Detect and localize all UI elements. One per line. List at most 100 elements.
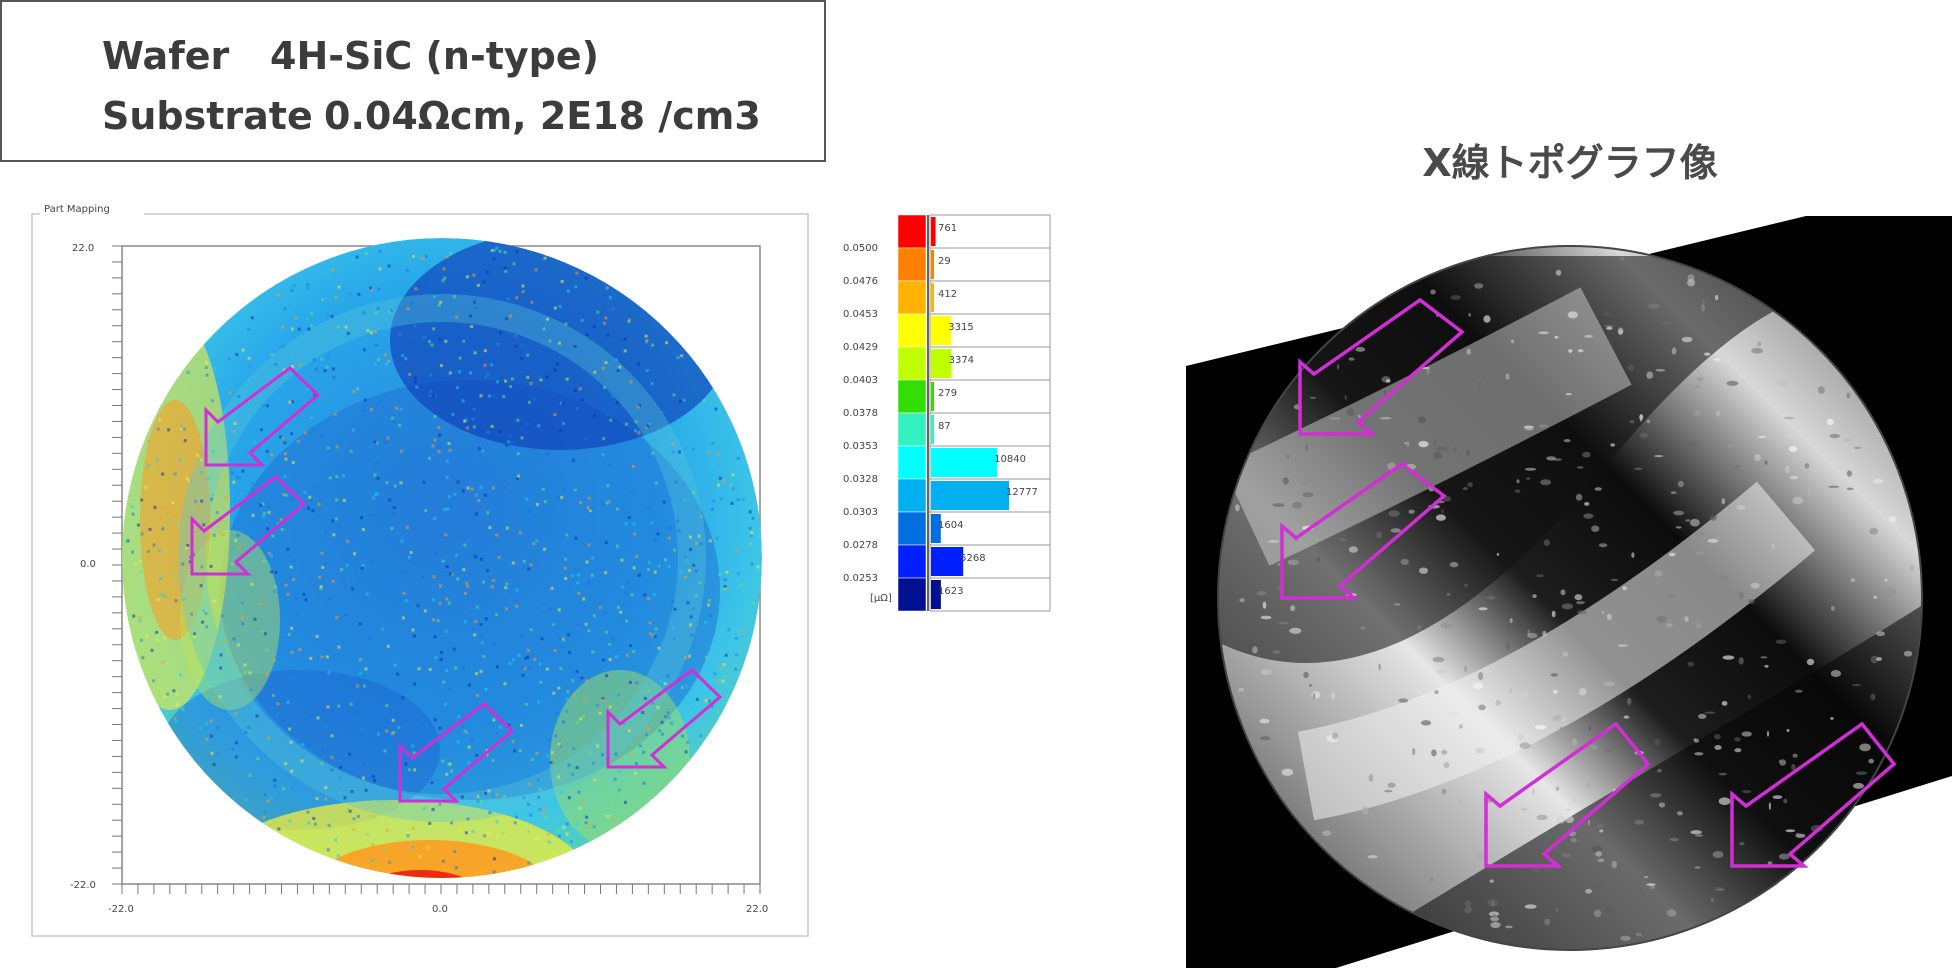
map-speckle [196, 453, 199, 457]
map-speckle [273, 590, 277, 593]
map-speckle [593, 614, 596, 618]
map-speckle [290, 769, 294, 773]
map-speckle [376, 306, 380, 310]
map-speckle [433, 415, 437, 418]
map-speckle [349, 292, 352, 296]
map-speckle [219, 666, 223, 670]
map-speckle [526, 422, 530, 426]
xray-speckle-dot [1872, 478, 1884, 484]
xray-speckle-dot [1830, 717, 1834, 720]
xray-speckle-dot [1543, 539, 1550, 546]
xray-speckle-dot [1279, 465, 1283, 472]
xray-speckle-dot [1252, 646, 1258, 654]
map-speckle [598, 711, 602, 715]
map-speckle [327, 823, 331, 827]
xray-speckle-dot [1595, 884, 1603, 887]
map-speckle [593, 414, 596, 418]
map-speckle [565, 709, 569, 713]
map-speckle [442, 680, 446, 684]
xray-speckle-dot [1828, 485, 1840, 488]
map-speckle [485, 270, 489, 274]
xray-speckle-dot [1684, 616, 1689, 622]
map-speckle [363, 684, 366, 688]
xray-speckle-dot [1315, 537, 1319, 541]
map-speckle [284, 493, 288, 497]
xray-speckle-dot [1846, 392, 1851, 399]
map-speckle [277, 293, 281, 297]
map-speckle [356, 387, 360, 391]
map-speckle [262, 559, 266, 563]
map-speckle [699, 515, 703, 519]
xray-speckle-dot [1572, 738, 1578, 747]
map-speckle [413, 768, 417, 772]
xray-speckle-dot [1646, 371, 1654, 379]
xray-speckle-dot [1595, 850, 1602, 857]
xray-speckle-dot [1734, 737, 1741, 742]
map-speckle [358, 622, 362, 626]
map-speckle [152, 543, 156, 547]
map-speckle [392, 511, 396, 515]
map-speckle [575, 721, 579, 725]
map-speckle [360, 590, 364, 593]
map-speckle [140, 532, 144, 536]
map-speckle [727, 628, 731, 632]
map-speckle [528, 509, 532, 513]
map-speckle [267, 736, 271, 740]
map-speckle [327, 273, 331, 277]
map-speckle [376, 358, 380, 362]
map-speckle [492, 857, 496, 861]
map-speckle [615, 655, 618, 659]
map-speckle [529, 628, 533, 632]
xray-speckle-dot [1551, 610, 1556, 618]
map-speckle [206, 477, 210, 481]
map-speckle [690, 706, 694, 710]
map-ticks [112, 245, 761, 894]
xray-speckle-dot [1273, 650, 1281, 654]
map-speckle [291, 676, 295, 680]
map-speckle [479, 485, 483, 489]
map-speckle [326, 848, 330, 852]
map-speckle [375, 343, 379, 347]
map-speckle [436, 619, 440, 623]
map-speckle [492, 718, 496, 722]
map-speckle [446, 507, 450, 511]
x-tick-left: -22.0 [108, 904, 134, 915]
map-speckle [467, 745, 471, 749]
map-speckle [450, 769, 453, 773]
map-speckle [200, 471, 204, 475]
map-speckle [565, 377, 569, 381]
histogram-bar [931, 448, 998, 477]
map-speckle [572, 747, 576, 750]
map-speckle [538, 788, 542, 792]
xray-speckle-dot [1853, 782, 1864, 789]
xray-speckle-dot [1671, 347, 1677, 355]
map-speckle [692, 491, 696, 495]
map-speckle [671, 600, 675, 604]
map-speckle [447, 442, 451, 445]
map-speckle [508, 661, 512, 665]
xray-speckle-dot [1490, 916, 1500, 922]
map-speckle [472, 425, 476, 429]
xray-speckle-dot [1282, 477, 1289, 485]
map-speckle [546, 754, 550, 758]
xray-speckle-dot [1544, 918, 1551, 926]
map-speckle [456, 480, 460, 484]
map-speckle [577, 591, 581, 595]
map-speckle [625, 422, 628, 426]
map-speckle [572, 693, 576, 697]
wafer-label: Wafer [102, 34, 230, 78]
map-speckle [434, 394, 438, 398]
map-speckle [587, 823, 591, 827]
map-speckle [450, 821, 453, 825]
map-speckle [330, 768, 334, 772]
xray-arrows [1280, 297, 1897, 868]
map-speckle [694, 542, 698, 545]
map-speckle [710, 704, 714, 708]
xray-speckle-dot [1441, 788, 1447, 795]
map-speckle [720, 585, 724, 589]
map-speckle [443, 508, 447, 511]
map-speckle [305, 317, 309, 321]
map-speckle [539, 680, 543, 684]
map-speckle [366, 329, 370, 332]
map-speckle [310, 498, 313, 502]
